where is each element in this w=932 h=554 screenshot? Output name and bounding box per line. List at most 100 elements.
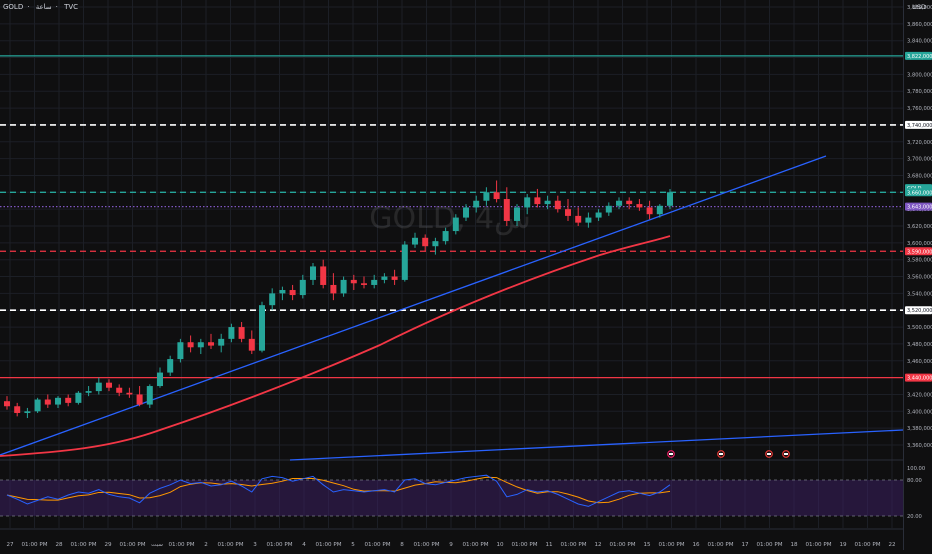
candle[interactable] (493, 180, 500, 203)
price-label: 3,460,000 (907, 359, 932, 365)
price-tag[interactable]: 3,660,000 (905, 188, 932, 197)
time-label: 01:00 PM (315, 542, 341, 548)
candle[interactable] (248, 330, 255, 355)
candle[interactable] (187, 335, 194, 353)
candle[interactable] (208, 333, 214, 349)
candle[interactable] (626, 197, 633, 210)
candle[interactable] (320, 259, 327, 289)
interval-label[interactable]: ساعة (35, 3, 52, 11)
candle[interactable] (310, 263, 316, 285)
moving-average-line[interactable] (0, 235, 671, 457)
time-label: 4 (302, 542, 306, 548)
candle[interactable] (228, 323, 235, 343)
candle[interactable] (667, 188, 673, 210)
price-label: 3,780,000 (907, 89, 932, 95)
candle[interactable] (401, 241, 408, 282)
candle[interactable] (136, 386, 143, 407)
candle[interactable] (116, 384, 123, 397)
time-label: 01:00 PM (805, 542, 831, 548)
candle[interactable] (483, 187, 490, 206)
candle[interactable] (95, 377, 102, 395)
candle[interactable] (146, 384, 153, 408)
candle[interactable] (157, 367, 163, 388)
candle[interactable] (361, 276, 367, 289)
candle[interactable] (554, 195, 561, 213)
candle[interactable] (646, 200, 653, 220)
candle[interactable] (605, 202, 612, 216)
trendline-lower[interactable] (289, 429, 904, 461)
candle[interactable] (279, 286, 286, 301)
stochastic-k-line[interactable] (6, 474, 671, 507)
candle[interactable] (503, 187, 510, 226)
candle[interactable] (269, 288, 276, 311)
candle[interactable] (412, 232, 418, 248)
candle[interactable] (422, 234, 429, 252)
candle[interactable] (350, 274, 357, 291)
candle[interactable] (565, 199, 571, 221)
time-label: 19 (839, 542, 847, 548)
candle[interactable] (126, 387, 133, 398)
candle[interactable] (4, 396, 10, 410)
candle[interactable] (299, 274, 306, 299)
candle[interactable] (197, 338, 204, 355)
price-tag[interactable]: 3,520,000 (905, 306, 932, 315)
candle[interactable] (544, 195, 551, 210)
time-label: سبت (151, 542, 163, 548)
candle[interactable] (524, 193, 531, 215)
candle[interactable] (14, 402, 21, 417)
candle[interactable] (595, 209, 602, 221)
candle[interactable] (218, 333, 225, 353)
trendline-upper[interactable] (0, 155, 827, 456)
economic-event-icon[interactable] (667, 450, 675, 458)
candle[interactable] (616, 197, 622, 210)
candle[interactable] (238, 322, 245, 343)
price-tag[interactable]: 3,822,000 (905, 51, 932, 60)
candle[interactable] (24, 407, 31, 419)
candle[interactable] (75, 391, 82, 405)
candle[interactable] (381, 273, 388, 284)
price-axis[interactable]: 3,880,0003,860,0003,840,0003,820,0003,80… (903, 0, 932, 550)
candle[interactable] (534, 188, 541, 208)
time-label: 01:00 PM (854, 542, 880, 548)
candle[interactable] (473, 195, 480, 213)
candle[interactable] (106, 379, 112, 392)
economic-event-icon[interactable] (782, 450, 790, 458)
candle[interactable] (391, 269, 398, 285)
candle[interactable] (636, 199, 643, 211)
candle[interactable] (514, 204, 520, 226)
candle[interactable] (575, 207, 582, 226)
candle[interactable] (289, 284, 296, 301)
candle[interactable] (452, 214, 459, 235)
candle[interactable] (55, 396, 61, 408)
time-label: 22 (888, 542, 895, 548)
candle[interactable] (34, 397, 41, 413)
candle[interactable] (371, 274, 378, 289)
price-tag[interactable]: 3,440,000 (905, 373, 932, 382)
candle[interactable] (463, 204, 469, 221)
candle[interactable] (330, 273, 337, 301)
svg-text:3,660,000: 3,660,000 (907, 190, 932, 196)
time-label: 3 (253, 542, 257, 548)
candle[interactable] (65, 394, 72, 407)
stochastic-d-line[interactable] (6, 476, 671, 504)
economic-event-icon[interactable] (717, 450, 725, 458)
candle[interactable] (585, 212, 592, 228)
time-label: 01:00 PM (70, 542, 96, 548)
candle[interactable] (177, 338, 184, 363)
time-label: 01:00 PM (413, 542, 439, 548)
symbol-label[interactable]: GOLD (3, 3, 24, 11)
candle[interactable] (432, 237, 439, 255)
price-tag[interactable]: 3,643,000 (905, 202, 932, 211)
candle[interactable] (85, 386, 92, 397)
price-tag[interactable]: 3,590,000 (905, 247, 932, 256)
economic-event-icon[interactable] (765, 450, 773, 458)
candle[interactable] (259, 301, 265, 353)
candle[interactable] (340, 276, 347, 297)
candle[interactable] (442, 227, 449, 245)
svg-text:3,822,000: 3,822,000 (907, 54, 932, 60)
candle[interactable] (167, 355, 174, 376)
price-tag[interactable]: 3,740,000 (905, 120, 932, 129)
candle[interactable] (44, 394, 51, 408)
candle[interactable] (656, 204, 663, 218)
